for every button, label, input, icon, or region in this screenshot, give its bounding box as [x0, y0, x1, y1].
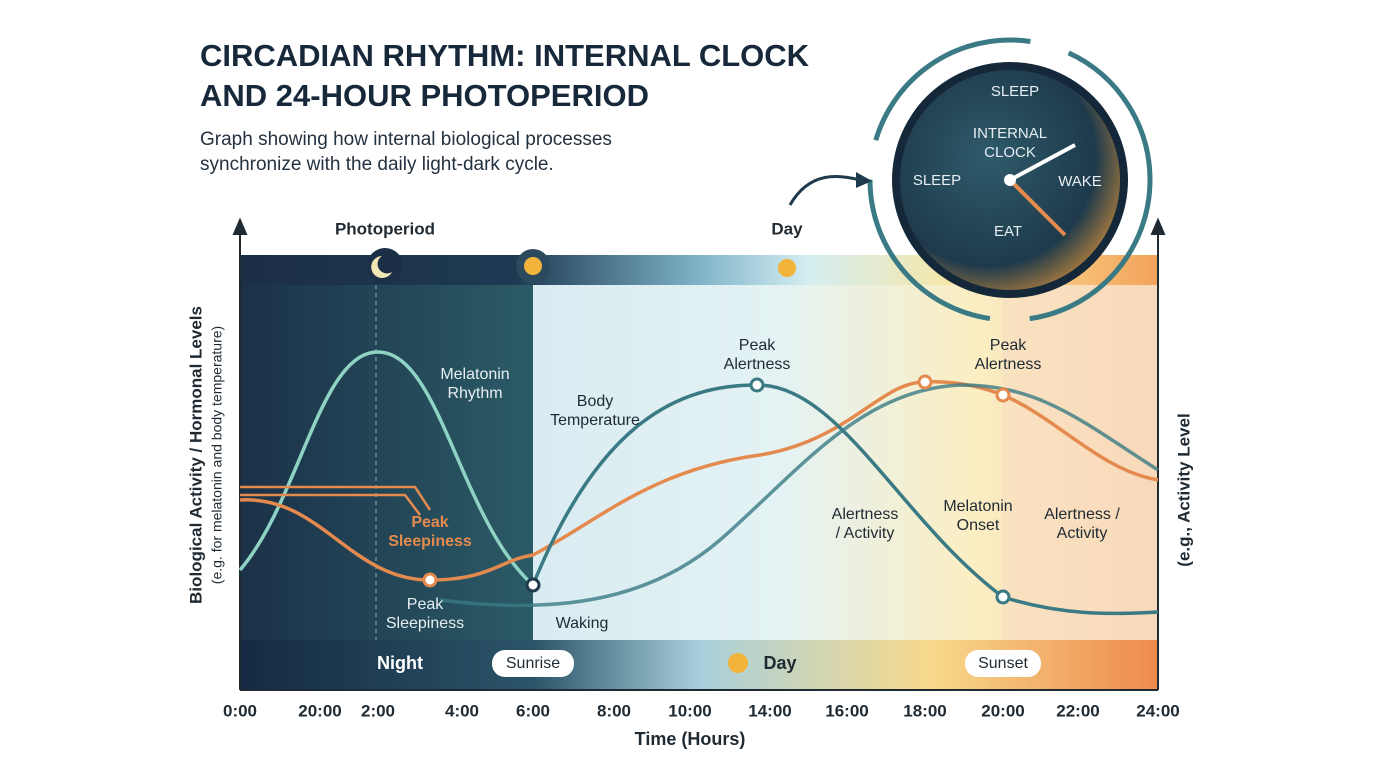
- x-tick-label: 20:00: [298, 701, 341, 720]
- x-tick-label: 22:00: [1056, 701, 1099, 720]
- x-tick-label: 2:00: [361, 701, 395, 720]
- band-label: Sunset: [978, 655, 1028, 672]
- x-tick-label: 4:00: [445, 701, 479, 720]
- x-tick-label: 10:00: [668, 701, 711, 720]
- points: [422, 374, 1011, 605]
- annotation: Melatonin: [440, 366, 509, 383]
- x-tick-label: 16:00: [825, 701, 868, 720]
- annotation: Peak: [407, 596, 444, 613]
- annotation: Rhythm: [447, 385, 502, 402]
- annotation: Peak: [739, 337, 776, 354]
- curves: [238, 350, 1159, 616]
- annotation: Peak: [411, 514, 448, 531]
- x-tick-label: 0:00: [223, 701, 257, 720]
- labels-pills: [492, 650, 1041, 677]
- subtitle: synchronize with the daily light-dark cy…: [200, 154, 554, 175]
- annotation: Sleepiness: [388, 533, 472, 550]
- plot-background: [240, 255, 1158, 690]
- annotation: Waking: [556, 615, 609, 632]
- band-label: Sunrise: [506, 655, 560, 672]
- title: CIRCADIAN RHYTHM: INTERNAL CLOCK: [200, 38, 810, 73]
- band-label: Day: [763, 653, 796, 673]
- x-tick-label: 14:00: [748, 701, 791, 720]
- x-tick-label: 6:00: [516, 701, 550, 720]
- annotation: Alertness: [724, 356, 791, 373]
- annotation: Alertness: [975, 356, 1042, 373]
- subtitle: Graph showing how internal biological pr…: [200, 129, 612, 150]
- x-axis-label: Time (Hours): [635, 729, 746, 749]
- x-tick-label: 8:00: [597, 701, 631, 720]
- y-axis-label: Biological Activity / Hormonal Levels: [186, 306, 205, 604]
- clock-label: SLEEP: [913, 172, 961, 189]
- annotation: Sleepiness: [386, 615, 464, 632]
- clock-label: WAKE: [1058, 173, 1102, 190]
- annotation: Activity: [1057, 525, 1108, 542]
- annotation: Onset: [957, 517, 1000, 534]
- clock-label: CLOCK: [984, 144, 1036, 161]
- band-label: Night: [377, 653, 423, 673]
- clock-label: EAT: [994, 223, 1022, 240]
- annotation: Temperature: [550, 412, 640, 429]
- annotation: Peak: [990, 337, 1027, 354]
- x-tick-label: 20:00: [981, 701, 1024, 720]
- x-tick-label: 18:00: [903, 701, 946, 720]
- annotation: / Activity: [836, 525, 895, 542]
- annotation: Alertness: [832, 506, 899, 523]
- y2-axis-label: (e.g., Activity Level: [1174, 413, 1193, 566]
- text-layer: CIRCADIAN RHYTHM: INTERNAL CLOCK AND 24-…: [186, 38, 1193, 749]
- photoperiod-label: Photoperiod: [335, 219, 435, 238]
- title: AND 24-HOUR PHOTOPERIOD: [200, 78, 649, 113]
- photoperiod-day: Day: [771, 219, 803, 238]
- y-axis-label: (e.g. for melatonin and body temperature…: [209, 326, 225, 584]
- clock-label: SLEEP: [991, 83, 1039, 100]
- clock: [788, 37, 1153, 323]
- annotation: Alertness /: [1044, 506, 1120, 523]
- clock-label: INTERNAL: [973, 125, 1047, 142]
- annotation: Melatonin: [943, 498, 1012, 515]
- x-tick-label: 24:00: [1136, 701, 1179, 720]
- annotation: Body: [577, 393, 613, 410]
